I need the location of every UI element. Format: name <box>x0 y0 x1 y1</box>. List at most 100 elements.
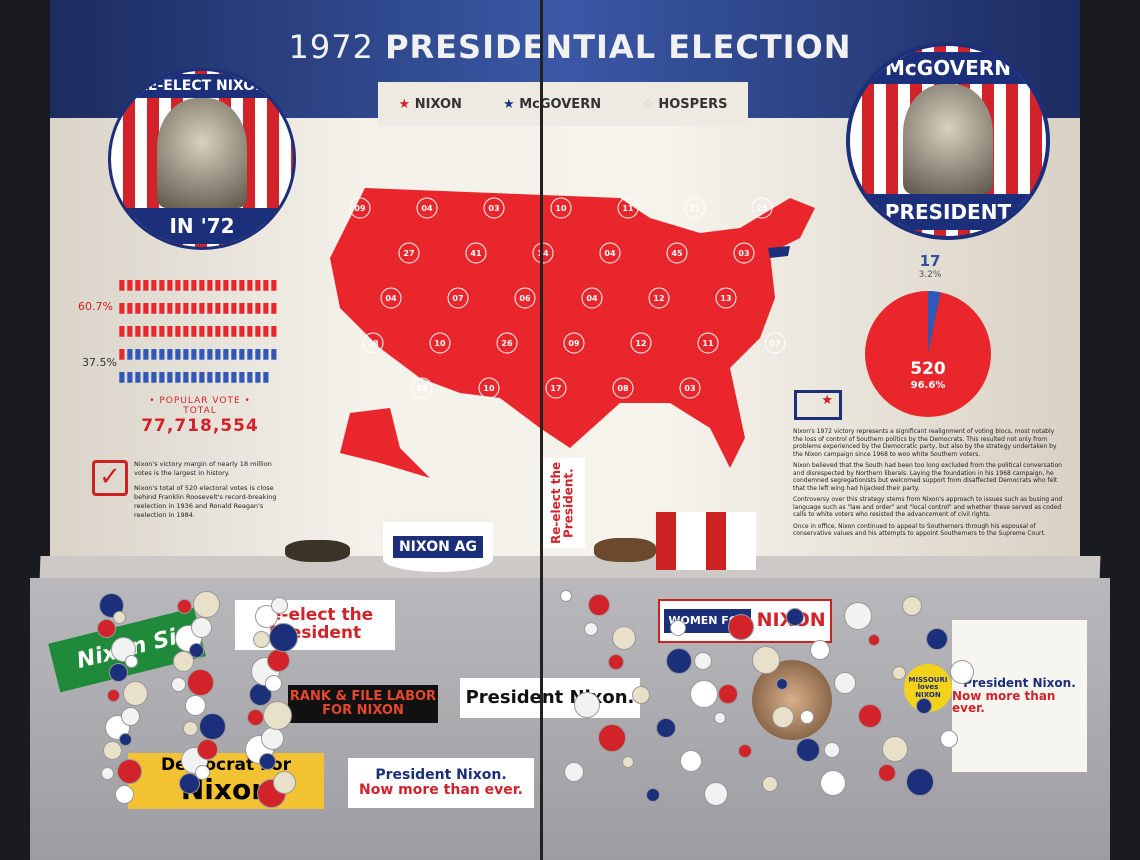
voter-figure: ▮ <box>182 346 190 362</box>
voter-figure: ▮ <box>126 369 134 385</box>
voter-figure: ▮ <box>182 277 190 293</box>
state-electoral-votes: 03 <box>684 384 695 393</box>
campaign-pin <box>265 675 282 692</box>
sunglasses <box>594 538 656 562</box>
campaign-pin <box>177 599 192 614</box>
campaign-pin <box>253 631 270 648</box>
voter-figure: ▮ <box>262 300 270 316</box>
state-marker <box>648 287 670 309</box>
voter-figure: ▮ <box>246 277 254 293</box>
state-electoral-votes: 14 <box>537 249 549 258</box>
state-electoral-votes: 45 <box>671 249 683 258</box>
voter-figure: ▮ <box>246 300 254 316</box>
voter-figure: ▮ <box>222 323 230 339</box>
voter-figure: ▮ <box>142 323 150 339</box>
campaign-pin <box>926 628 948 650</box>
campaign-pin <box>109 663 128 682</box>
voter-figure: ▮ <box>262 277 270 293</box>
fact: Nixon's total of 520 electoral votes is … <box>134 484 277 519</box>
state-electoral-votes: 10 <box>483 384 495 393</box>
voter-figure: ▮ <box>198 277 206 293</box>
state-electoral-votes: 06 <box>519 294 531 303</box>
campaign-pin <box>191 617 212 638</box>
state-marker <box>764 332 786 354</box>
hat-band-text: NIXON AG <box>392 535 484 559</box>
voter-figure: ▮ <box>174 346 182 362</box>
state-electoral-votes: 10 <box>555 204 567 213</box>
voter-figure: ▮ <box>270 277 278 293</box>
campaign-pin <box>612 626 636 650</box>
legend-label: HOSPERS <box>658 96 728 112</box>
campaign-pin <box>195 765 210 780</box>
state-marker <box>532 242 554 264</box>
state-electoral-votes: 08 <box>617 384 629 393</box>
voter-figure: ▮ <box>158 300 166 316</box>
exhibit-title: 1972 PRESIDENTIAL ELECTION <box>0 28 1140 66</box>
voter-figure: ▮ <box>166 346 174 362</box>
voter-figure: ▮ <box>190 300 198 316</box>
voter-figure: ▮ <box>238 369 246 385</box>
campaign-pin <box>564 762 584 782</box>
map-alaska <box>340 408 430 478</box>
voter-figure: ▮ <box>150 323 158 339</box>
sign-line: Now more than ever. <box>359 782 523 798</box>
voter-figure: ▮ <box>214 346 222 362</box>
voter-figure: ▮ <box>118 277 126 293</box>
state-marker <box>398 242 420 264</box>
voter-figure: ▮ <box>166 369 174 385</box>
state-electoral-votes: 41 <box>470 249 482 258</box>
voter-figure: ▮ <box>142 346 150 362</box>
fact: Nixon's victory margin of nearly 18 mill… <box>134 460 272 477</box>
campaign-pin <box>906 768 934 796</box>
voter-figure: ▮ <box>254 277 262 293</box>
state-electoral-votes: 03 <box>738 249 749 258</box>
voter-figure: ▮ <box>206 369 214 385</box>
voter-figure: ▮ <box>198 369 206 385</box>
voter-figure: ▮ <box>158 277 166 293</box>
president-nixon-sign: President Nixon. <box>460 678 640 718</box>
voter-figure: ▮ <box>174 369 182 385</box>
campaign-pin <box>868 634 880 646</box>
state-marker <box>679 377 701 399</box>
legend-hospers: ☆ HOSPERS <box>642 97 727 112</box>
voter-figure: ▮ <box>182 300 190 316</box>
voter-figure: ▮ <box>126 277 134 293</box>
campaign-pin <box>902 596 922 616</box>
campaign-pin <box>179 773 200 794</box>
state-marker <box>563 332 585 354</box>
map-contiguous-us <box>330 188 815 468</box>
state-marker <box>666 242 688 264</box>
voter-figure: ▮ <box>238 300 246 316</box>
total-label: TOTAL <box>183 406 217 416</box>
voter-figure: ▮ <box>238 346 246 362</box>
campaign-pin <box>796 738 820 762</box>
campaign-pin <box>632 686 650 704</box>
voter-figure: ▮ <box>126 300 134 316</box>
state-marker <box>483 197 505 219</box>
campaign-pin <box>824 742 840 758</box>
campaign-pin <box>728 614 754 640</box>
voter-figure: ▮ <box>166 300 174 316</box>
state-marker <box>581 287 603 309</box>
voter-figure: ▮ <box>190 323 198 339</box>
voter-figure: ▮ <box>118 346 126 362</box>
voter-figure: ▮ <box>254 346 262 362</box>
bag-line: Now more than ever. <box>952 688 1056 716</box>
essay-paragraph: Nixon believed that the South had been t… <box>793 462 1062 492</box>
voter-figure: ▮ <box>174 300 182 316</box>
state-marker <box>380 287 402 309</box>
campaign-pin <box>646 788 660 802</box>
open-book-icon: ★ <box>794 390 842 420</box>
state-electoral-votes: 03 <box>488 204 499 213</box>
facts-text: Nixon's victory margin of nearly 18 mill… <box>134 460 284 520</box>
campaign-pin <box>608 654 624 670</box>
campaign-pin <box>101 767 114 780</box>
pictogram-row: ▮▮▮▮▮▮▮▮▮▮▮▮▮▮▮▮▮▮▮▮ <box>118 297 283 317</box>
state-electoral-votes: 07 <box>452 294 463 303</box>
voter-figure: ▮ <box>238 277 246 293</box>
campaign-pin <box>261 727 284 750</box>
state-marker <box>617 197 639 219</box>
electoral-pie-chart: 520 96.6% <box>865 291 991 417</box>
state-electoral-votes: 12 <box>653 294 664 303</box>
campaign-pin <box>834 672 856 694</box>
